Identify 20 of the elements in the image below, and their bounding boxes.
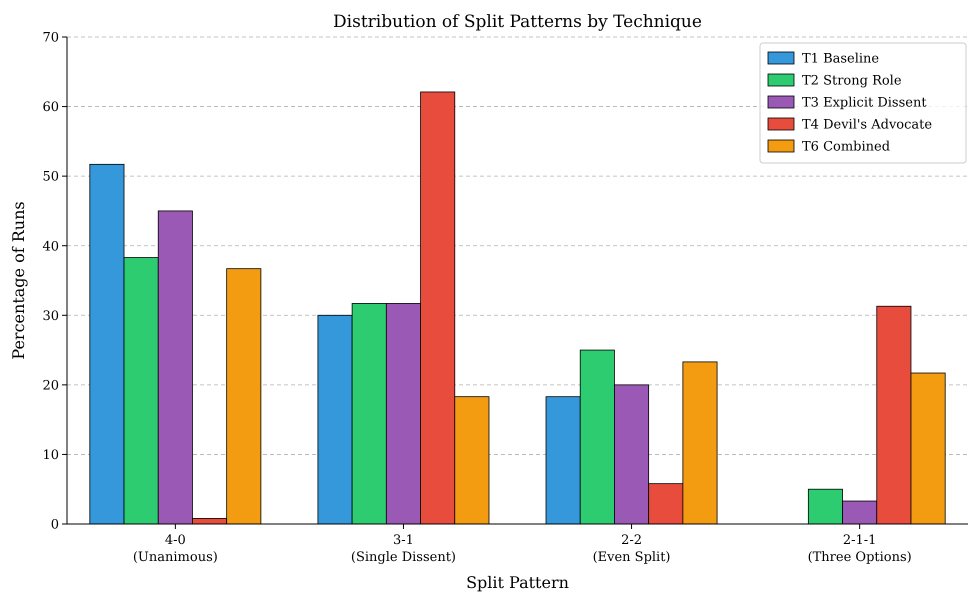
x-tick-label: 4-0 (Unanimous) [132,533,218,565]
chart-title: Distribution of Split Patterns by Technique [333,12,702,32]
x-tick-label: 2-1-1 (Three Options) [808,533,912,565]
legend-label: T1 Baseline [802,52,880,67]
legend-label: T6 Combined [802,140,890,155]
y-tick-label: 60 [42,100,59,116]
legend-label: T2 Strong Role [802,74,902,89]
y-tick-label: 30 [42,308,59,324]
x-tick-label: 3-1 (Single Dissent) [350,533,456,565]
y-tick-label: 0 [50,518,59,533]
y-tick-label: 40 [42,239,59,254]
y-tick-label: 50 [42,170,59,185]
y-axis-title: Percentage of Runs [9,201,28,360]
y-tick-label: 20 [42,378,59,394]
x-tick-label: 2-2 (Even Split) [592,533,671,565]
y-tick-label: 10 [42,448,59,463]
x-axis-title: Split Pattern [466,573,569,592]
legend-label: T4 Devil's Advocate [802,118,932,133]
y-tick-label: 70 [42,30,59,46]
legend-label: T3 Explicit Dissent [802,96,928,111]
